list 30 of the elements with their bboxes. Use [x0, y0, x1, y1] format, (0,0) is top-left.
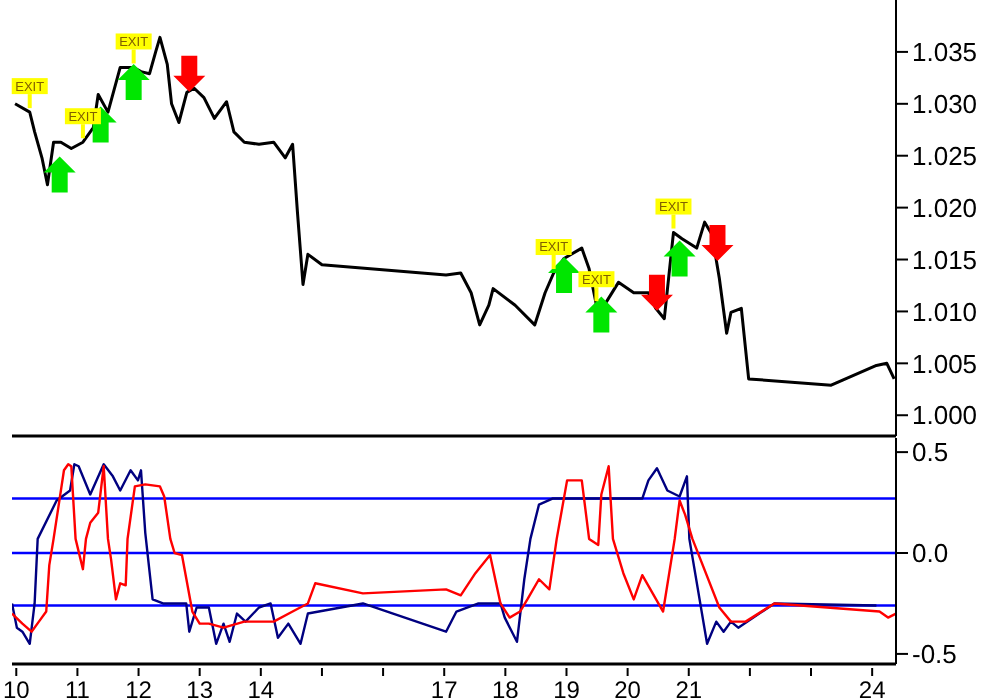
point [173, 55, 206, 92]
y-tick-label: 1.015 [912, 244, 978, 275]
point [701, 224, 734, 261]
x-tick-label: 10 [2, 676, 31, 700]
point [663, 240, 696, 277]
point [585, 296, 618, 333]
x-tick-label: 21 [675, 676, 703, 700]
y-tick-label: 1.025 [912, 140, 978, 171]
x-tick-label: 19 [553, 676, 581, 700]
y-tick-label: 1.000 [912, 400, 978, 431]
x-tick-label: 11 [64, 676, 91, 700]
y-tick-label: 1.010 [912, 296, 978, 327]
y-tick-label: 0.5 [912, 437, 949, 468]
x-tick-label: 13 [186, 676, 214, 700]
y-tick-label: 1.005 [912, 348, 978, 379]
x-tick-label: 18 [491, 676, 520, 700]
y-tick-label: 1.030 [912, 89, 978, 120]
x-tick-label: 17 [430, 676, 459, 700]
x-tick-label: 12 [125, 676, 153, 700]
x-tick-label: 14 [247, 676, 275, 700]
point [43, 156, 76, 193]
y-tick-label: -0.5 [912, 639, 957, 670]
x-tick-label: 24 [858, 676, 887, 700]
x-tick-label: 20 [614, 676, 642, 700]
y-tick-label: 0.0 [912, 538, 949, 569]
y-tick-label: 1.035 [912, 37, 978, 68]
point [117, 64, 150, 101]
point [548, 257, 581, 294]
y-tick-label: 1.020 [912, 192, 978, 223]
point [640, 274, 673, 311]
